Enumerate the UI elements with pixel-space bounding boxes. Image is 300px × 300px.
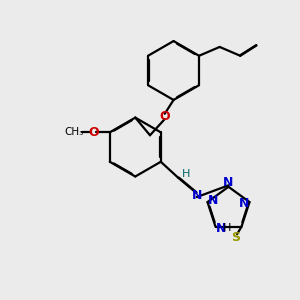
Text: N: N <box>208 194 218 207</box>
Text: H: H <box>223 223 231 233</box>
Text: O: O <box>88 126 99 139</box>
Text: O: O <box>159 110 170 123</box>
Text: S: S <box>231 231 240 244</box>
Text: N: N <box>239 197 249 210</box>
Text: H: H <box>182 169 190 178</box>
Text: N: N <box>191 188 202 202</box>
Text: N: N <box>223 176 234 189</box>
Text: CH₃: CH₃ <box>65 127 84 137</box>
Text: N: N <box>216 222 226 235</box>
